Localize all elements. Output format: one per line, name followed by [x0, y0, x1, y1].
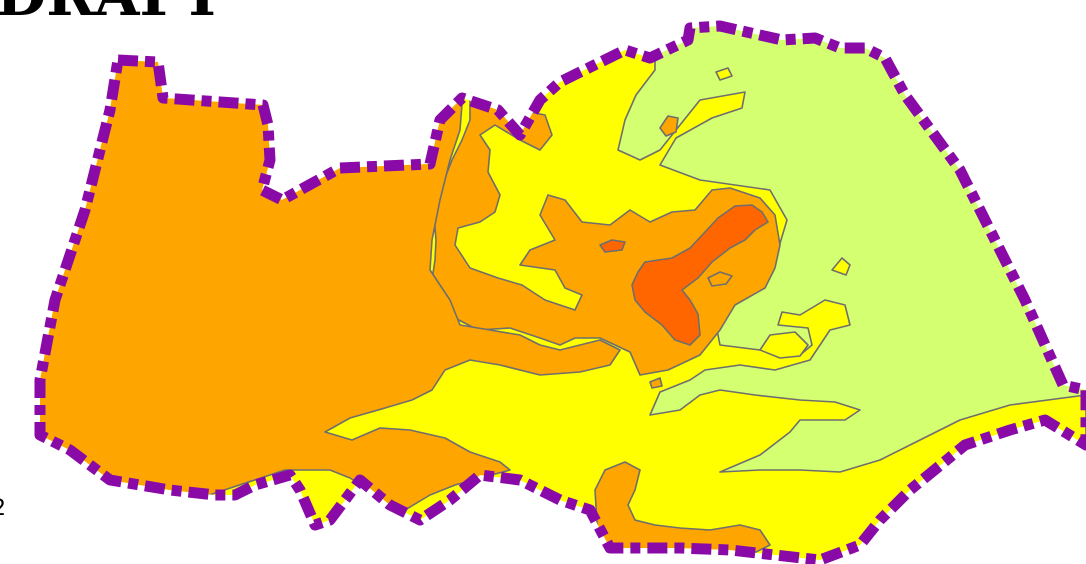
zone-very-high	[631, 204, 769, 346]
zone-moderate-island	[715, 67, 733, 81]
map-title: DRAFT	[0, 0, 224, 24]
zone-high-north	[659, 115, 679, 137]
corner-label: 2	[0, 498, 6, 520]
zone-high-island	[707, 271, 733, 287]
zone-moderate-island	[759, 331, 809, 359]
zone-moderate-island	[831, 257, 851, 276]
zone-high-island	[649, 377, 663, 389]
zone-very-high-island	[599, 239, 626, 253]
region-boundary	[34, 20, 1086, 564]
